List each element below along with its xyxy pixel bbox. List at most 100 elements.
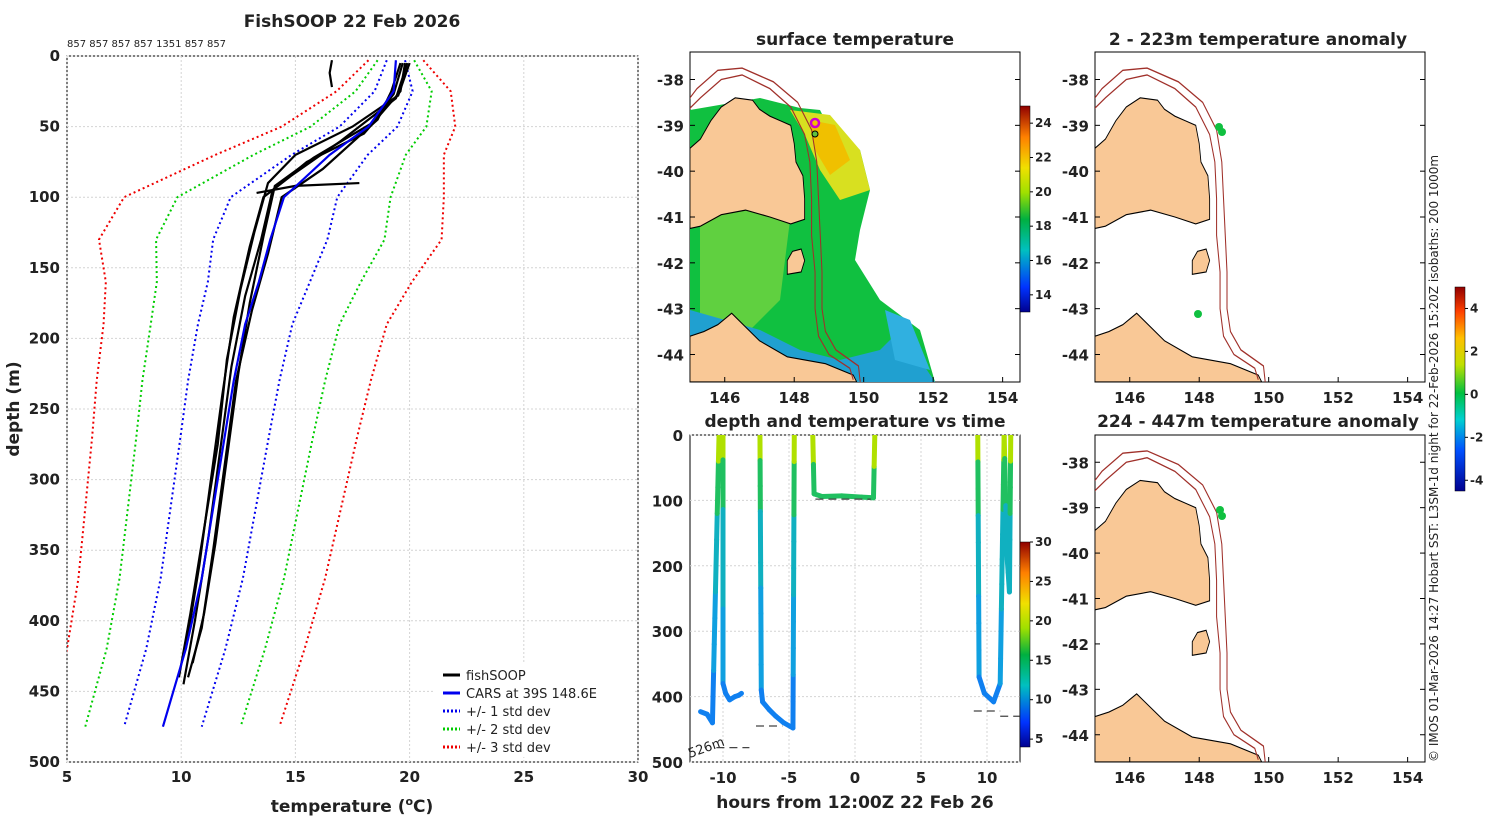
tow-segment	[711, 615, 718, 647]
colorbar-tick-label: 20	[1035, 185, 1052, 199]
x-tick-label: 20	[399, 768, 420, 786]
lon-tick-label: 146	[709, 389, 740, 407]
profile-ticks: 5 10 15 20 25 3005010015020025030035040045050…	[29, 47, 649, 786]
tow-segment	[810, 435, 816, 467]
lon-tick-label: 150	[1253, 769, 1284, 787]
y-tick-label: 200	[29, 329, 60, 347]
colorbar-tick-label: 25	[1035, 574, 1052, 588]
std-dev-2-upper	[239, 59, 433, 727]
lat-tick-label: -42	[657, 255, 684, 273]
colorbar-tick-label: 16	[1035, 254, 1052, 268]
y-tick-label: 100	[29, 188, 60, 206]
y-tick-label: 0	[50, 47, 60, 65]
y-tick-label: 400	[29, 612, 60, 630]
colorbar-tick-label: 18	[1035, 219, 1052, 233]
lat-tick-label: -42	[1062, 636, 1089, 654]
lat-tick-label: -40	[1062, 545, 1089, 563]
tow-segment	[714, 510, 720, 543]
anomaly-deep-title: 224 - 447m temperature anomaly	[1097, 412, 1419, 432]
tow-segment	[1001, 435, 1008, 462]
depth-tick-label: 300	[652, 623, 683, 641]
lon-tick-label: 154	[987, 389, 1018, 407]
cars-profile	[161, 60, 397, 728]
colorbar-tick-label: 4	[1470, 301, 1478, 315]
std-dev-1-lower	[123, 59, 388, 727]
anomaly-marker	[1218, 512, 1226, 520]
colorbar-tick-label: 2	[1470, 344, 1478, 358]
tow-segment	[709, 694, 716, 726]
tow-segment	[819, 493, 845, 499]
tow-segment	[711, 641, 717, 673]
cast-marker	[811, 130, 819, 138]
lat-tick-label: -44	[657, 347, 684, 365]
tow-segment	[976, 674, 987, 696]
tow-segment	[715, 435, 722, 464]
lat-tick-label: -43	[1062, 681, 1089, 699]
anomaly-map-shallow: 2 - 223m temperature anomaly 146 148 150 15…	[1062, 30, 1426, 407]
lat-tick-label: -42	[1062, 255, 1089, 273]
colorbar-tick-label: 10	[1035, 693, 1052, 707]
time-tick-label: -10	[709, 769, 736, 787]
depth-tick-label: 500	[652, 754, 683, 772]
profile-top-labels: 857 857 857 857 1351 857 857	[67, 39, 226, 50]
vessel-position-marker	[809, 117, 821, 129]
sst-title: surface temperature	[756, 30, 954, 50]
tow-segment	[1002, 479, 1009, 509]
lat-tick-label: -40	[1062, 163, 1089, 181]
tow-segment	[871, 435, 878, 469]
std-dev-2-lower	[84, 59, 379, 727]
time-tick-label: 10	[977, 769, 998, 787]
tow-segment	[1003, 526, 1010, 556]
fishsoop-profile	[184, 62, 409, 650]
colorbar-tick-label: 0	[1470, 387, 1478, 401]
depth-time-xlabel: hours from 12:00Z 22 Feb 26	[716, 793, 994, 813]
y-tick-label: 500	[29, 753, 60, 771]
lat-tick-label: -39	[1062, 117, 1089, 135]
profile-ylabel: depth (m)	[4, 361, 24, 456]
anomaly-marker	[1218, 128, 1226, 136]
lon-tick-label: 154	[1392, 769, 1423, 787]
profile-grid	[66, 55, 639, 763]
colorbar-tick-label: 24	[1035, 116, 1052, 130]
depth-tick-label: 200	[652, 558, 683, 576]
lat-tick-label: -43	[657, 301, 684, 319]
std-dev-1-upper	[200, 59, 414, 727]
sst-map: surface temperature 146 148 150 152 154 -38 -3…	[657, 30, 1052, 407]
sst-field	[690, 67, 935, 382]
colorbar-tick-label: -2	[1470, 430, 1483, 444]
legend-label: fishSOOP	[466, 669, 526, 684]
lat-tick-label: -41	[1062, 591, 1089, 609]
colorbar-tick-label: 14	[1035, 288, 1052, 302]
sst-colorbar	[1019, 105, 1031, 313]
tow-segment	[714, 484, 721, 516]
colorbar-tick-label: 30	[1035, 535, 1052, 549]
y-tick-label: 300	[29, 471, 60, 489]
lat-tick-label: -39	[1062, 500, 1089, 518]
colorbar-tick-label: 22	[1035, 151, 1052, 165]
lon-tick-label: 146	[1114, 769, 1145, 787]
lat-tick-label: -38	[657, 72, 684, 90]
anomaly-map-deep: 224 - 447m temperature anomaly 146 148 150…	[1062, 286, 1483, 787]
time-tick-label: 0	[850, 769, 860, 787]
fishsoop-profile	[328, 60, 334, 88]
lon-tick-label: 148	[1184, 769, 1215, 787]
y-tick-label: 450	[29, 682, 60, 700]
depth-tick-label: 100	[652, 492, 683, 510]
legend-label: +/- 1 std dev	[466, 705, 551, 720]
depth-tick-label: 0	[673, 427, 683, 445]
colorbar-tick-label: 20	[1035, 614, 1052, 628]
tow-segment	[712, 589, 718, 621]
lon-tick-label: 152	[918, 389, 949, 407]
y-tick-label: 50	[39, 118, 60, 136]
legend-label: CARS at 39S 148.6E	[466, 687, 597, 702]
x-tick-label: 5	[62, 768, 72, 786]
std-dev-3-lower	[67, 59, 370, 653]
anomaly-colorbar	[1454, 286, 1466, 492]
colorbar-tick-label: 15	[1035, 653, 1052, 667]
depth-time-title: depth and temperature vs time	[705, 412, 1006, 432]
tow-segment	[870, 463, 877, 501]
tow-segment	[1002, 456, 1008, 485]
x-tick-label: 15	[285, 768, 306, 786]
depth-time-plot: depth and temperature vs time -10 -5 0 5 100…	[652, 412, 1052, 813]
